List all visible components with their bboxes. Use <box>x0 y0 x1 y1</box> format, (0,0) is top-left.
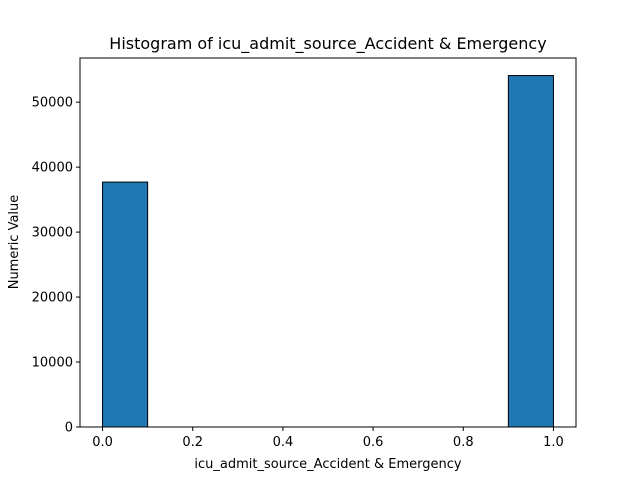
y-axis-ticks: 0 10000 20000 30000 40000 50000 <box>32 96 80 436</box>
y-tick-label: 20000 <box>32 291 73 306</box>
x-tick-label: 0.2 <box>182 435 203 450</box>
x-tick-label: 1.0 <box>543 435 564 450</box>
bars-group <box>102 75 554 428</box>
y-axis-label: Numeric Value <box>7 195 22 290</box>
x-axis-label: icu_admit_source_Accident & Emergency <box>194 457 461 472</box>
histogram-bar-0 <box>102 181 149 428</box>
x-tick-label: 0.6 <box>363 435 384 450</box>
plot-frame <box>79 57 577 428</box>
x-tick-label: 0.4 <box>273 435 294 450</box>
y-tick-label: 50000 <box>32 96 73 111</box>
y-tick-label: 0 <box>65 421 73 436</box>
x-tick-label: 0.8 <box>453 435 474 450</box>
x-axis-ticks: 0.0 0.2 0.4 0.6 0.8 1.0 <box>92 427 564 450</box>
y-tick-label: 40000 <box>32 161 73 176</box>
y-tick-label: 30000 <box>32 226 73 241</box>
axes-group <box>79 57 577 428</box>
x-tick-label: 0.0 <box>92 435 113 450</box>
histogram-bar-9 <box>507 75 554 428</box>
chart-title: Histogram of icu_admit_source_Accident &… <box>109 34 546 54</box>
y-tick-label: 10000 <box>32 356 73 371</box>
